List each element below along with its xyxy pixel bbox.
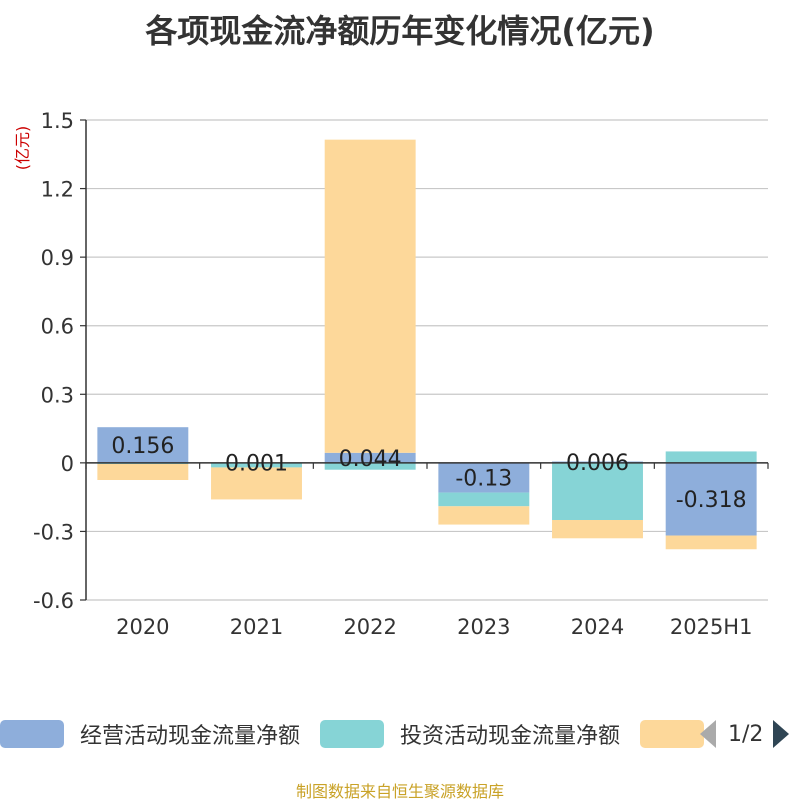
x-tick-label: 2023: [457, 615, 510, 639]
data-label: 0.001: [225, 452, 288, 477]
legend-label-operating: 经营活动现金流量净额: [80, 724, 301, 749]
bar-series-2-2021: [211, 467, 302, 500]
legend-pager: 1/2: [700, 710, 790, 758]
bar-series-2-2025H1: [665, 535, 757, 550]
data-source-note: 制图数据来自恒生聚源数据库: [295, 782, 504, 801]
bar-series-0-2023: [438, 462, 530, 493]
chart-title: 各项现金流净额历年变化情况(亿元): [145, 12, 655, 50]
legend-swatch-operating: [0, 720, 64, 748]
legend-item-investing[interactable]: 投资活动现金流量净额: [320, 710, 620, 758]
bar-series-0-2022: [324, 452, 416, 463]
chart-legend: 经营活动现金流量净额 投资活动现金流量净额 1/2: [0, 710, 800, 760]
y-tick-label: -0.3: [33, 520, 74, 544]
bar-series-2-2024: [552, 520, 643, 539]
bar-series-1-2023: [438, 492, 530, 507]
legend-swatch-investing: [320, 720, 384, 748]
data-label: -0.13: [455, 467, 512, 492]
y-tick-label: 1.5: [41, 109, 74, 133]
bar-series-0-2020: [97, 427, 189, 463]
x-tick-label: 2020: [116, 615, 169, 639]
data-label: 0.006: [566, 451, 629, 476]
y-tick-label: 0.9: [41, 246, 74, 270]
bar-series-1-2021: [211, 462, 302, 468]
x-tick-label: 2025H1: [670, 615, 753, 639]
legend-page-indicator: 1/2: [728, 721, 764, 747]
y-tick-label: -0.6: [33, 589, 74, 613]
bar-series-1-2024: [552, 462, 643, 520]
bar-series-2-2020: [97, 464, 189, 480]
data-label: 0.156: [111, 434, 174, 459]
legend-item-operating[interactable]: 经营活动现金流量净额: [0, 710, 300, 758]
y-tick-label: 0.3: [41, 383, 74, 407]
legend-swatch-financing: [640, 720, 704, 748]
data-label: -0.318: [676, 488, 747, 513]
bar-series-0-2025H1: [665, 462, 757, 536]
bar-series-2-2022: [324, 139, 416, 453]
triangle-left-icon[interactable]: [700, 720, 716, 748]
x-tick-label: 2024: [571, 615, 624, 639]
bar-series-1-2025H1: [665, 451, 757, 463]
bar-series-2-2023: [438, 506, 530, 525]
y-axis-unit-label: (亿元): [13, 126, 32, 171]
triangle-right-icon[interactable]: [773, 720, 790, 748]
bar-chart: (亿元) 1.5 1.2 0.9 0.6 0.3 0 -0.3 -0.6 0.156 0.001 0.…: [13, 109, 769, 639]
legend-item-financing[interactable]: [640, 710, 704, 758]
y-tick-label: 0: [61, 452, 74, 476]
data-label: 0.044: [339, 447, 402, 472]
y-tick-label: 0.6: [41, 315, 74, 339]
x-tick-label: 2022: [343, 615, 396, 639]
y-tick-label: 1.2: [41, 178, 74, 202]
legend-label-investing: 投资活动现金流量净额: [400, 724, 621, 749]
bar-series-1-2022: [324, 462, 416, 470]
x-tick-label: 2021: [230, 615, 283, 639]
